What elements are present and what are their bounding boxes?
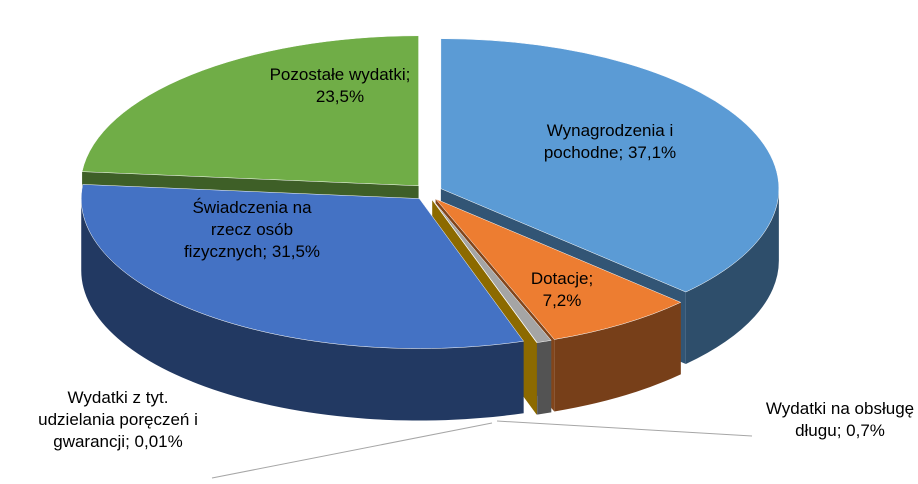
slice: [80, 184, 525, 349]
label-separator: ;: [262, 242, 268, 261]
slice-tops: [80, 35, 780, 349]
data-label: Dotacje; 7,2%: [517, 268, 607, 312]
value-label: 7,2%: [542, 291, 582, 310]
value-label: 0,01%: [134, 432, 183, 451]
label-separator: ;: [405, 65, 411, 84]
slice-side: [81, 198, 524, 421]
data-label: Świadczenia na rzecz osób fizycznych; 31…: [177, 197, 327, 263]
category-label: Świadczenia na rzecz osób fizycznych: [183, 198, 312, 261]
label-separator: ;: [588, 269, 594, 288]
value-label: 0,7%: [846, 421, 885, 440]
slice: [440, 38, 780, 293]
value-label: 31,5%: [271, 242, 321, 261]
data-label: Pozostałe wydatki; 23,5%: [255, 64, 425, 108]
slice: [435, 198, 682, 340]
slice: [81, 35, 419, 187]
category-label: Pozostałe wydatki: [269, 65, 406, 84]
data-label: Wydatki na obsługę długu; 0,7%: [765, 398, 915, 442]
slice: [432, 199, 538, 343]
slice-side: [685, 188, 779, 365]
label-separator: ;: [125, 432, 130, 451]
category-label: Wydatki na obsługę długu: [765, 399, 915, 440]
leader-line: [496, 420, 753, 437]
leader-line: [211, 422, 493, 479]
label-separator: ;: [836, 421, 842, 440]
slice: [432, 199, 552, 343]
slice-bands: [81, 188, 779, 421]
label-separator: ;: [618, 143, 624, 162]
data-label: Wydatki z tyt. udzielania poręczeń i gwa…: [31, 387, 206, 453]
data-label: Wynagrodzenia i pochodne; 37,1%: [535, 120, 685, 164]
value-label: 37,1%: [627, 143, 677, 162]
category-label: Dotacje: [530, 269, 589, 288]
value-label: 23,5%: [315, 87, 365, 106]
category-label: Wynagrodzenia i pochodne: [543, 121, 674, 162]
slice-side: [537, 340, 552, 415]
slice-side: [554, 302, 681, 412]
category-label: Wydatki z tyt. udzielania poręczeń i gwa…: [38, 388, 198, 451]
